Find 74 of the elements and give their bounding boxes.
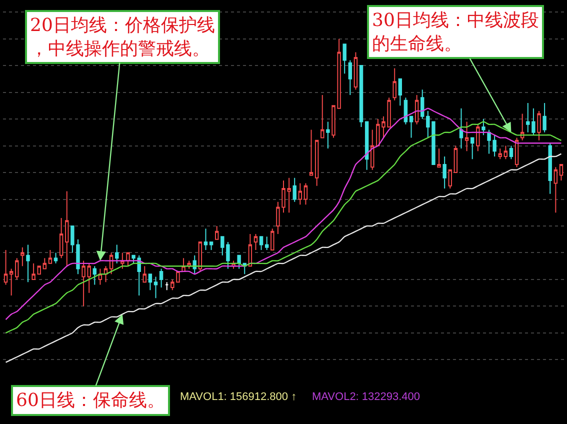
candlestick	[464, 121, 469, 152]
candlestick	[409, 116, 414, 138]
candlestick	[420, 89, 424, 120]
candlestick	[115, 244, 119, 264]
candlestick	[442, 156, 446, 190]
candlestick	[309, 129, 314, 176]
candlestick	[459, 108, 464, 149]
candlestick	[548, 142, 552, 194]
candlestick	[314, 140, 319, 186]
candlestick	[514, 137, 519, 168]
candlestick	[104, 266, 108, 283]
text: 60日线：保命线。	[16, 390, 165, 411]
candlestick	[509, 145, 514, 160]
candlestick	[4, 250, 8, 286]
candlestick	[504, 145, 508, 160]
candlestick	[148, 274, 152, 291]
candlestick	[470, 137, 474, 160]
candlestick	[520, 113, 524, 141]
text: MAVOL1: 156912.800 ↑	[180, 391, 297, 403]
candlestick	[476, 124, 480, 152]
candlestick	[348, 60, 352, 96]
candlestick	[9, 268, 14, 296]
candlestick	[554, 166, 558, 214]
candlestick	[537, 110, 541, 141]
candlestick	[237, 254, 241, 270]
candlestick	[259, 236, 264, 251]
candlestick	[270, 228, 274, 251]
candlestick	[364, 121, 369, 170]
candlestick	[42, 258, 47, 270]
candlestick	[298, 182, 302, 206]
candlestick	[59, 217, 64, 259]
candlestick	[254, 234, 258, 251]
candlestick	[98, 268, 102, 286]
candlestick	[498, 148, 502, 160]
candlestick	[414, 94, 419, 125]
candlestick	[248, 234, 252, 267]
candlestick	[326, 121, 330, 149]
annotation: 30日均线：中线波段的生命线。	[372, 10, 539, 54]
candlestick	[20, 246, 24, 267]
candlestick	[437, 148, 441, 168]
candlestick	[65, 190, 69, 267]
candlestick	[159, 268, 164, 288]
candlestick	[542, 102, 546, 133]
candlestick	[15, 258, 19, 280]
candlestick	[126, 252, 130, 267]
candlestick	[92, 266, 97, 286]
candlestick	[192, 254, 196, 275]
candlestick	[304, 182, 308, 206]
candlestick	[370, 129, 374, 170]
candlestick	[264, 236, 269, 251]
candlestick	[404, 97, 408, 125]
candlestick	[209, 242, 214, 251]
candlestick	[165, 282, 169, 291]
candlestick	[448, 169, 452, 190]
candlestick	[142, 266, 146, 283]
candlestick	[454, 145, 458, 174]
candlestick	[204, 228, 208, 251]
candlestick	[214, 225, 219, 240]
text: MAVOL2: 132293.400	[312, 391, 420, 403]
candlestick	[198, 242, 202, 272]
annotation: 20日均线：价格保护线，中线操作的警戒线。	[30, 15, 215, 60]
candlestick	[559, 164, 564, 182]
candlestick	[48, 250, 52, 264]
candlestick	[354, 52, 358, 90]
candlestick	[398, 78, 402, 106]
candlestick	[26, 244, 30, 283]
candlestick	[320, 94, 324, 138]
candlestick	[359, 65, 364, 128]
candlestick	[54, 252, 58, 264]
candlestick	[342, 44, 346, 74]
candlestick	[154, 276, 158, 299]
candlestick	[392, 68, 396, 101]
candlestick	[482, 118, 486, 136]
candlestick	[292, 177, 296, 202]
